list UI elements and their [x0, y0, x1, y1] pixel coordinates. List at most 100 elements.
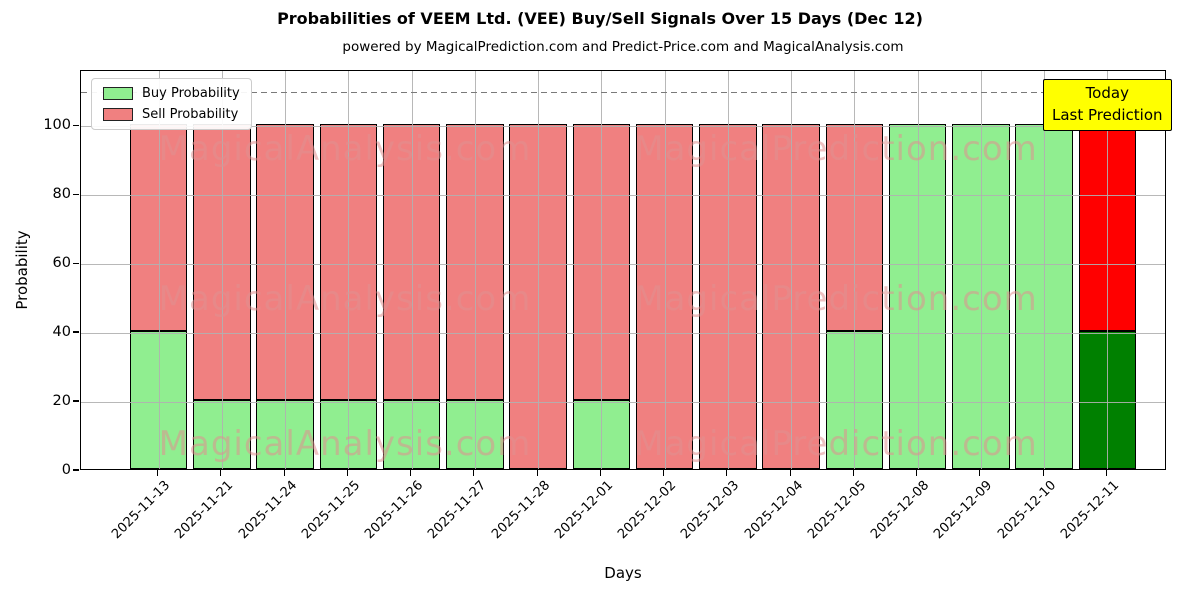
bar — [699, 124, 757, 469]
sell-segment — [446, 124, 504, 401]
bar — [635, 124, 694, 469]
buy-segment — [572, 400, 631, 469]
x-tick-label: 2025-11-13 — [109, 478, 174, 543]
bar — [509, 124, 567, 469]
y-tick-label: 0 — [61, 461, 71, 478]
buy-segment — [193, 400, 251, 469]
y-tick-label: 40 — [52, 323, 71, 340]
x-tick-mark — [916, 470, 918, 476]
x-tick-label: 2025-11-24 — [235, 478, 300, 543]
x-tick-mark — [1105, 470, 1107, 476]
x-tick-label: 2025-12-01 — [551, 478, 616, 543]
x-tick-label: 2025-12-11 — [1057, 478, 1122, 543]
plot-area: MagicalAnalysis.com MagicalPrediction.com… — [80, 70, 1172, 470]
buy-segment — [888, 124, 947, 469]
legend-label-sell: Sell Probability — [142, 107, 239, 122]
today-annotation: Today Last Prediction — [1043, 79, 1172, 131]
today-annotation-line2: Last Prediction — [1052, 105, 1163, 124]
x-tick-label: 2025-11-21 — [172, 478, 237, 543]
sell-segment — [1078, 124, 1137, 332]
bar — [319, 124, 378, 469]
bar — [825, 124, 884, 469]
today-annotation-line1: Today — [1085, 84, 1129, 102]
x-tick-label: 2025-12-03 — [678, 478, 743, 543]
x-tick-label: 2025-11-28 — [488, 478, 553, 543]
x-tick-mark — [663, 470, 665, 476]
x-tick-label: 2025-11-25 — [298, 478, 363, 543]
bars-layer — [81, 71, 1165, 469]
buy-segment — [256, 400, 314, 469]
sell-segment — [572, 124, 631, 401]
sell-segment — [319, 124, 378, 401]
buy-segment — [129, 331, 188, 469]
x-tick-label: 2025-12-09 — [931, 478, 996, 543]
x-tick-label: 2025-12-10 — [994, 478, 1059, 543]
x-tick-mark — [789, 470, 791, 476]
buy-segment — [1015, 124, 1073, 469]
sell-segment — [699, 124, 757, 469]
x-tick-label: 2025-11-27 — [425, 478, 490, 543]
buy-swatch-icon — [103, 87, 133, 100]
legend: Buy Probability Sell Probability — [91, 78, 252, 130]
x-tick-label: 2025-12-05 — [804, 478, 869, 543]
buy-segment — [382, 400, 441, 469]
legend-item-buy: Buy Probability — [103, 86, 240, 101]
y-tick-mark — [73, 124, 79, 126]
chart-title: Probabilities of VEEM Ltd. (VEE) Buy/Sel… — [277, 9, 923, 28]
y-tick-label: 20 — [52, 392, 71, 409]
legend-item-sell: Sell Probability — [103, 107, 240, 122]
x-tick-mark — [473, 470, 475, 476]
x-tick-label: 2025-12-04 — [741, 478, 806, 543]
x-tick-mark — [1042, 470, 1044, 476]
y-tick-mark — [73, 193, 79, 195]
x-tick-mark — [410, 470, 412, 476]
bar — [888, 124, 947, 469]
x-tick-mark — [220, 470, 222, 476]
y-tick-mark — [73, 469, 79, 471]
y-tick-mark — [73, 331, 79, 333]
x-tick-mark — [536, 470, 538, 476]
sell-segment — [129, 124, 188, 332]
bar — [572, 124, 631, 469]
y-tick-mark — [73, 262, 79, 264]
x-tick-mark — [979, 470, 981, 476]
x-tick-mark — [599, 470, 601, 476]
bar — [446, 124, 504, 469]
bar — [1078, 124, 1137, 469]
y-tick-mark — [73, 400, 79, 402]
bar — [952, 124, 1010, 469]
buy-segment — [319, 400, 378, 469]
sell-segment — [825, 124, 884, 332]
bar — [1015, 124, 1073, 469]
x-tick-label: 2025-11-26 — [362, 478, 427, 543]
x-tick-mark — [283, 470, 285, 476]
sell-segment — [635, 124, 694, 469]
bar — [193, 124, 251, 469]
x-tick-mark — [346, 470, 348, 476]
bar — [382, 124, 441, 469]
bar — [129, 124, 188, 469]
buy-segment — [446, 400, 504, 469]
x-tick-label: 2025-12-02 — [615, 478, 680, 543]
x-tick-mark — [157, 470, 159, 476]
sell-segment — [762, 124, 820, 469]
sell-segment — [509, 124, 567, 469]
buy-segment — [1078, 331, 1137, 469]
buy-segment — [952, 124, 1010, 469]
bar — [762, 124, 820, 469]
x-tick-mark — [726, 470, 728, 476]
y-tick-label: 80 — [52, 185, 71, 202]
x-tick-label: 2025-12-08 — [868, 478, 933, 543]
chart-subtitle: powered by MagicalPrediction.com and Pre… — [342, 39, 904, 55]
sell-segment — [382, 124, 441, 401]
x-axis-title: Days — [604, 564, 642, 582]
sell-segment — [256, 124, 314, 401]
sell-swatch-icon — [103, 108, 133, 121]
bar — [256, 124, 314, 469]
buy-segment — [825, 331, 884, 469]
y-tick-label: 100 — [43, 116, 71, 133]
sell-segment — [193, 124, 251, 401]
x-tick-mark — [852, 470, 854, 476]
